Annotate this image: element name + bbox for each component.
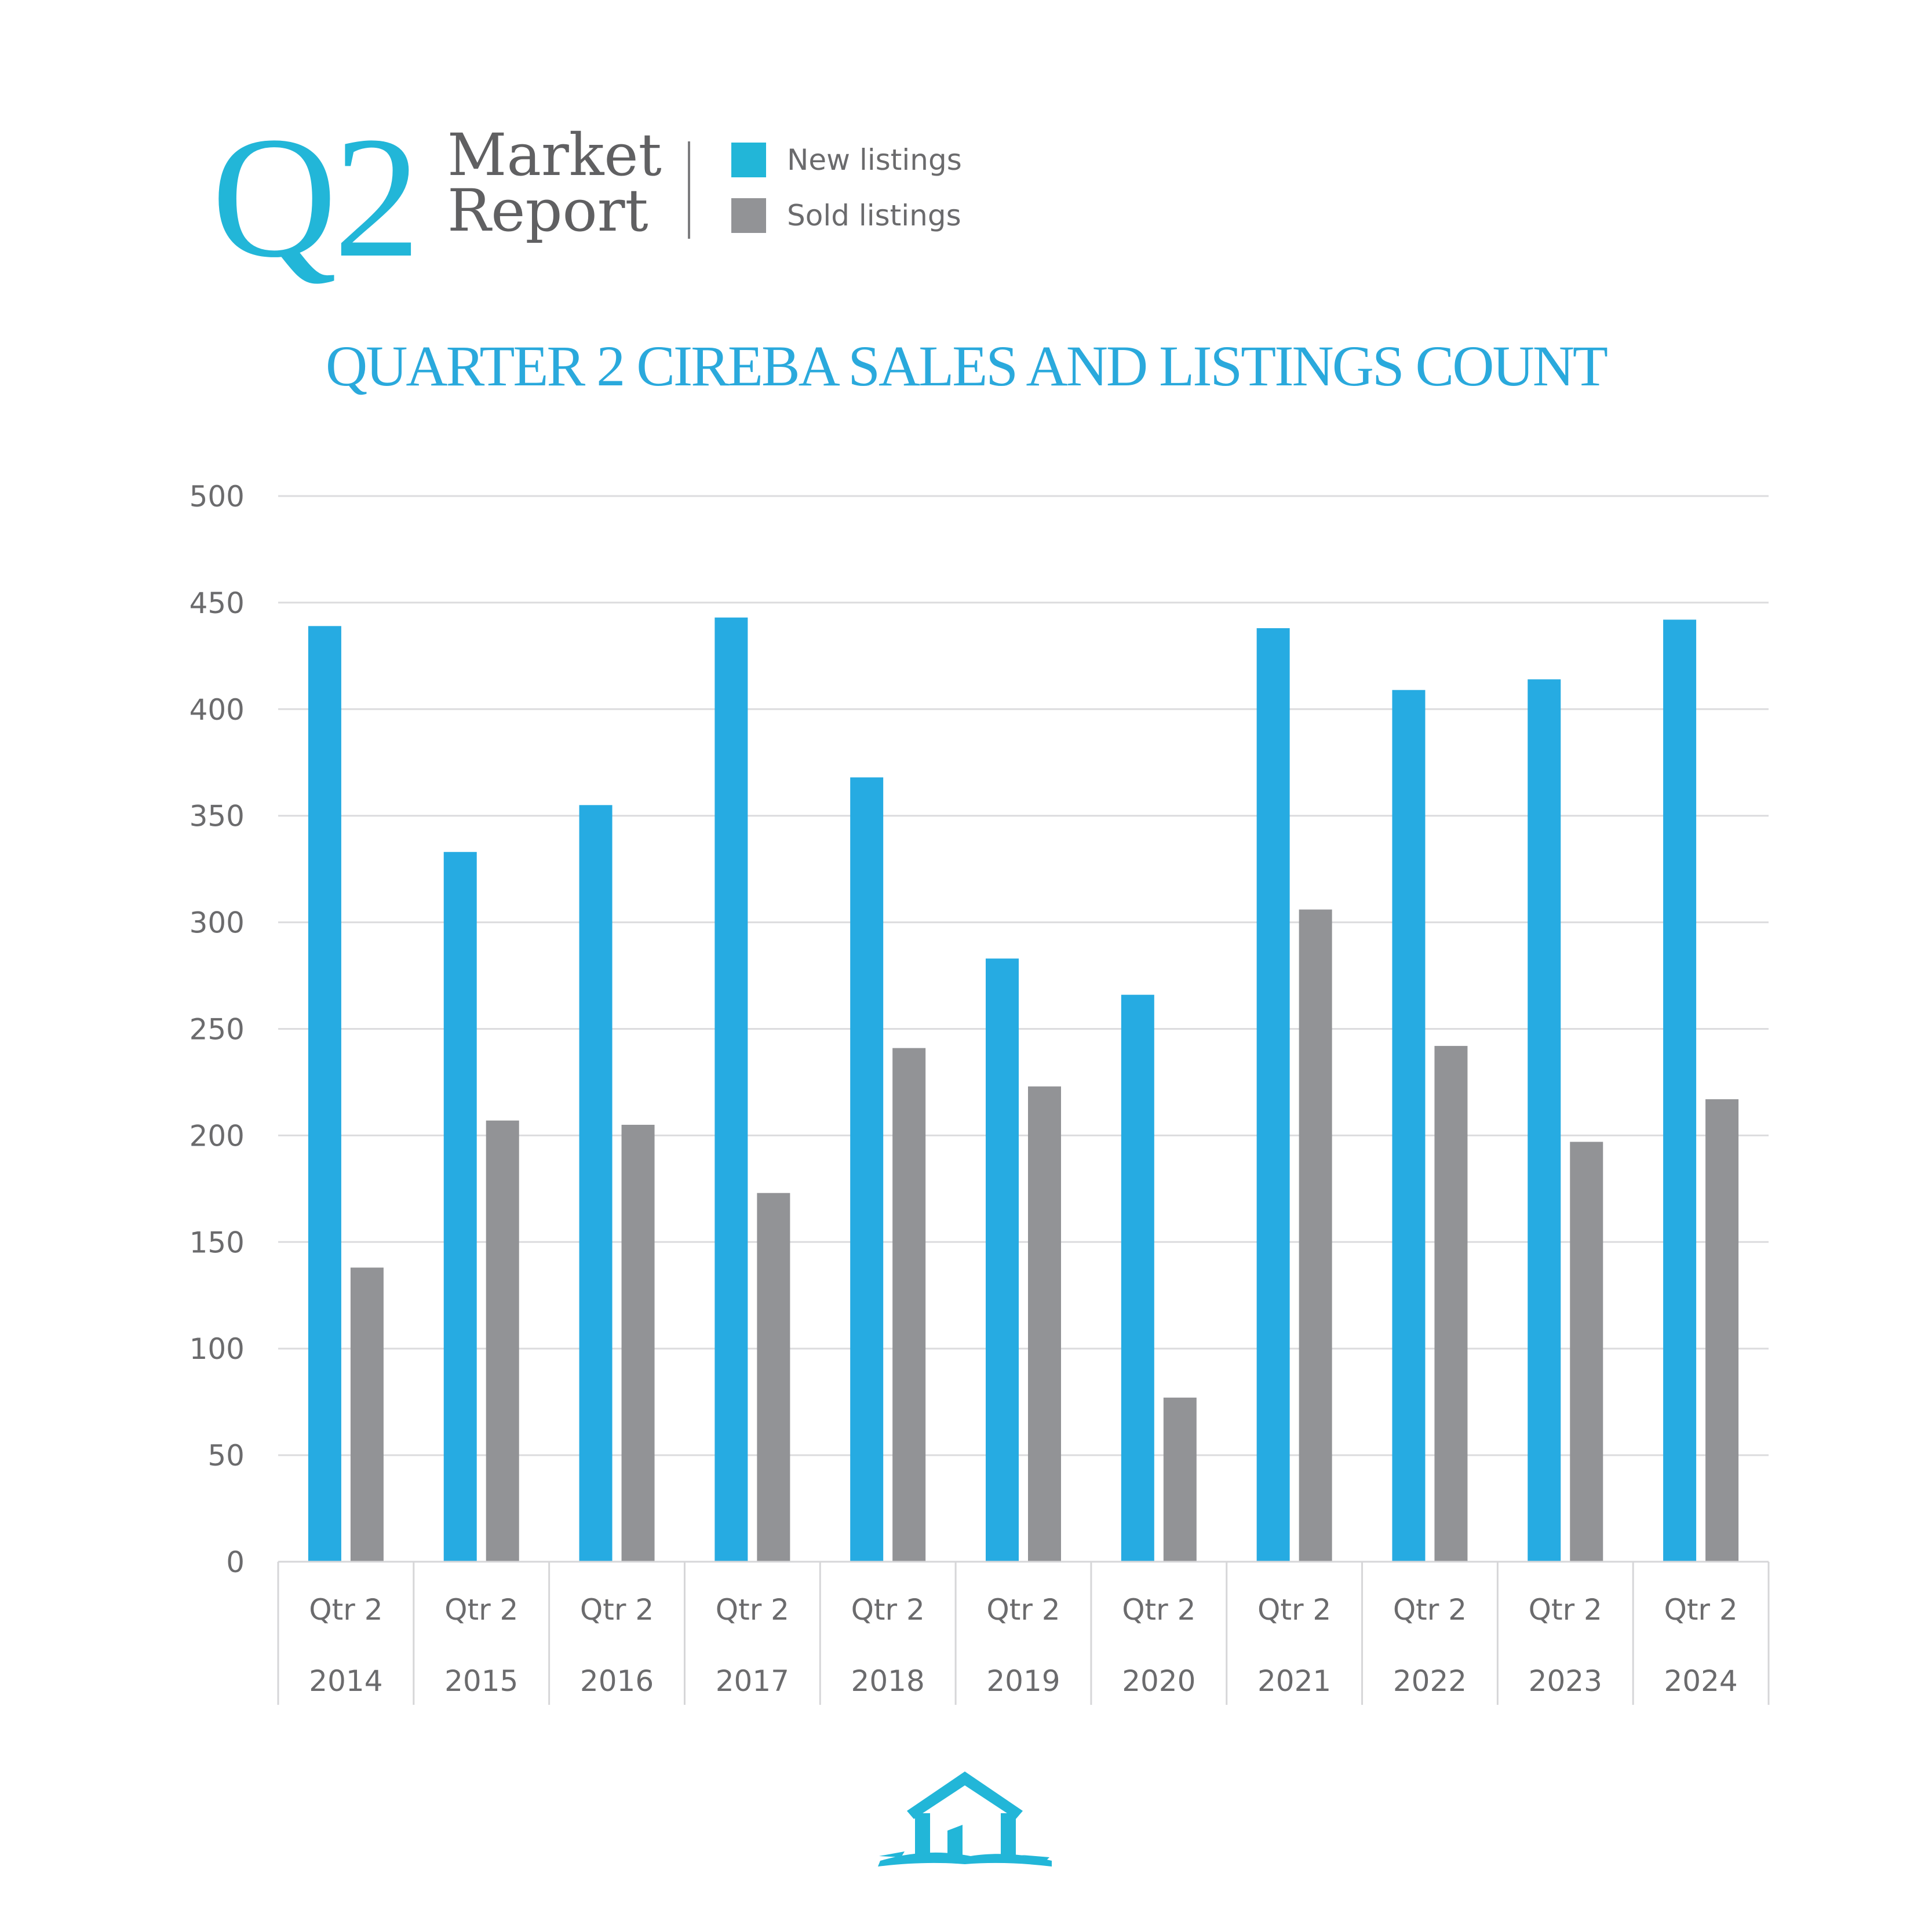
- y-tick-label: 250: [189, 1013, 245, 1047]
- y-tick-label: 200: [189, 1119, 245, 1153]
- x-tick-label-quarter: Qtr 2: [1257, 1593, 1331, 1627]
- new-listings-bar: [1392, 690, 1426, 1562]
- sold-listings-bar: [892, 1048, 926, 1562]
- sold-listings-bar: [1299, 909, 1332, 1562]
- x-tick-label-year: 2014: [309, 1664, 382, 1698]
- x-tick-label-quarter: Qtr 2: [986, 1593, 1060, 1627]
- chart-title: QUARTER 2 CIREBA SALES AND LISTINGS COUN…: [325, 334, 1608, 398]
- x-tick-label-year: 2021: [1257, 1664, 1331, 1698]
- x-tick-label-year: 2024: [1664, 1664, 1737, 1698]
- x-tick-label-year: 2020: [1122, 1664, 1195, 1698]
- sold-listings-bar: [350, 1267, 384, 1562]
- x-tick-label-quarter: Qtr 2: [716, 1593, 789, 1627]
- sold-listings-bar: [1570, 1142, 1603, 1562]
- legend-label-new-listings: New listings: [787, 143, 962, 177]
- y-tick-label: 500: [189, 480, 245, 513]
- legend-swatch-sold-listings: [731, 198, 766, 233]
- x-tick-label-year: 2019: [986, 1664, 1060, 1698]
- new-listings-bar: [986, 958, 1019, 1562]
- x-tick-label-quarter: Qtr 2: [309, 1593, 382, 1627]
- x-tick-label-year: 2023: [1529, 1664, 1602, 1698]
- x-tick-label-quarter: Qtr 2: [1122, 1593, 1195, 1627]
- x-tick-label-quarter: Qtr 2: [1393, 1593, 1467, 1627]
- y-tick-label: 450: [189, 586, 245, 620]
- y-tick-label: 300: [189, 906, 245, 940]
- y-tick-label: 400: [189, 693, 245, 727]
- legend-swatch-new-listings: [731, 143, 766, 177]
- new-listings-bar: [1663, 619, 1697, 1562]
- q2-badge: Q2: [212, 101, 421, 293]
- sold-listings-bar: [1705, 1099, 1739, 1562]
- header-divider: [688, 141, 690, 239]
- new-listings-bar: [443, 852, 477, 1562]
- x-tick-label-year: 2022: [1393, 1664, 1467, 1698]
- house-brushstroke-logo-icon: [878, 1771, 1052, 1867]
- legend-label-sold-listings: Sold listings: [787, 199, 961, 232]
- x-tick-label-year: 2018: [851, 1664, 925, 1698]
- new-listings-bar: [1256, 628, 1290, 1562]
- x-tick-label-quarter: Qtr 2: [851, 1593, 925, 1627]
- legend-item-sold-listings: Sold listings: [731, 198, 961, 233]
- y-tick-label: 100: [189, 1332, 245, 1366]
- new-listings-bar: [850, 777, 884, 1562]
- new-listings-bar: [308, 626, 341, 1562]
- y-tick-label: 50: [207, 1439, 245, 1472]
- new-listings-bar: [579, 805, 613, 1562]
- y-tick-label: 150: [189, 1226, 245, 1259]
- sold-listings-bar: [1434, 1045, 1468, 1562]
- sold-listings-bar: [1163, 1397, 1197, 1562]
- report-heading: Market Report: [447, 121, 662, 245]
- x-tick-label-quarter: Qtr 2: [1664, 1593, 1737, 1627]
- x-tick-label-quarter: Qtr 2: [1529, 1593, 1602, 1627]
- report-heading-line1: Market: [447, 121, 662, 189]
- sold-listings-bar: [757, 1193, 790, 1562]
- x-tick-label-quarter: Qtr 2: [580, 1593, 654, 1627]
- new-listings-bar: [715, 617, 748, 1562]
- y-tick-label: 350: [189, 800, 245, 833]
- new-listings-bar: [1528, 679, 1561, 1562]
- x-tick-label-year: 2015: [444, 1664, 518, 1698]
- y-tick-label: 0: [226, 1545, 245, 1579]
- sold-listings-bar: [486, 1120, 519, 1562]
- sold-listings-bar: [621, 1125, 655, 1562]
- report-heading-line2: Report: [447, 177, 648, 245]
- new-listings-bar: [1121, 994, 1154, 1562]
- sold-listings-bar: [1028, 1086, 1061, 1562]
- x-tick-label-year: 2017: [716, 1664, 789, 1698]
- x-tick-label-quarter: Qtr 2: [444, 1593, 518, 1627]
- x-tick-label-year: 2016: [580, 1664, 654, 1698]
- legend-item-new-listings: New listings: [731, 143, 962, 177]
